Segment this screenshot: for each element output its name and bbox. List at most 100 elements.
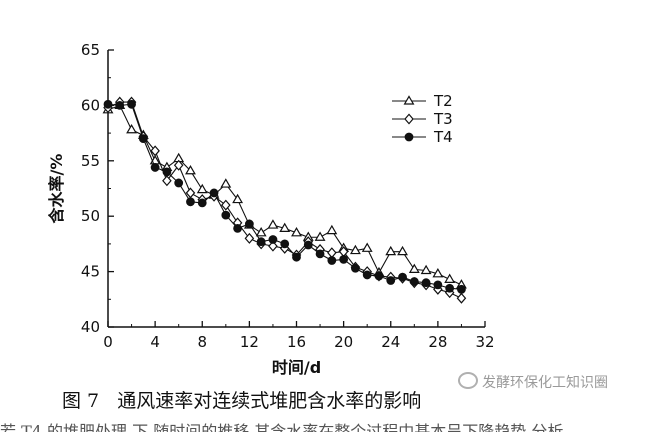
data-point-circle bbox=[445, 283, 455, 293]
data-point-circle bbox=[150, 163, 160, 172]
series-t4 bbox=[103, 99, 466, 294]
data-point-circle bbox=[127, 99, 136, 109]
data-point-triangle bbox=[408, 263, 420, 273]
data-point-diamond bbox=[221, 199, 231, 211]
x-tick-label: 32 bbox=[475, 333, 494, 351]
series-layer bbox=[102, 96, 467, 304]
x-tick-label: 28 bbox=[428, 333, 447, 351]
data-point-diamond bbox=[456, 292, 467, 304]
y-axis-title: 含水率/% bbox=[47, 154, 66, 224]
cut-off-body-text: 若 T4 的堆肥处理 下 随时间的推移 其含水率在整个过程中基本呈下降趋势 分析 bbox=[0, 422, 564, 432]
data-point-triangle bbox=[361, 242, 373, 252]
data-point-circle bbox=[362, 270, 372, 280]
data-point-diamond bbox=[404, 113, 414, 125]
y-axis-ticks: 40 45 50 55 60 65 bbox=[81, 41, 114, 336]
data-point-circle bbox=[233, 223, 242, 233]
x-tick-label: 0 bbox=[103, 333, 113, 351]
data-point-circle bbox=[197, 198, 207, 208]
data-point-triangle bbox=[397, 245, 408, 256]
legend-item-t4: T4 bbox=[392, 128, 453, 146]
data-point-circle bbox=[433, 280, 443, 290]
legend-label: T2 bbox=[433, 92, 453, 110]
data-point-circle bbox=[138, 134, 148, 144]
data-point-triangle bbox=[385, 245, 397, 256]
data-point-circle bbox=[421, 278, 431, 288]
legend-label: T3 bbox=[433, 110, 453, 128]
data-point-triangle bbox=[232, 193, 244, 204]
legend-item-t2: T2 bbox=[392, 92, 453, 110]
legend-label: T4 bbox=[433, 128, 453, 146]
x-axis-title: 时间/d bbox=[272, 358, 321, 377]
data-point-circle bbox=[103, 99, 113, 109]
data-point-circle bbox=[315, 249, 325, 259]
series-line bbox=[107, 104, 462, 286]
data-point-circle bbox=[186, 197, 195, 207]
data-point-triangle bbox=[279, 222, 291, 232]
x-tick-label: 24 bbox=[381, 333, 400, 351]
data-point-triangle bbox=[420, 264, 432, 275]
y-tick-label: 55 bbox=[81, 152, 100, 170]
legend-item-t3: T3 bbox=[392, 110, 453, 128]
data-point-diamond bbox=[162, 175, 172, 187]
data-point-circle bbox=[327, 256, 337, 265]
data-point-diamond bbox=[244, 232, 255, 244]
y-tick-label: 40 bbox=[81, 318, 100, 336]
data-point-circle bbox=[268, 235, 278, 244]
data-point-circle bbox=[115, 100, 125, 110]
data-point-circle bbox=[457, 284, 466, 294]
data-point-circle bbox=[374, 271, 384, 281]
data-point-triangle bbox=[444, 273, 456, 283]
data-point-circle bbox=[351, 263, 360, 273]
data-point-triangle bbox=[185, 164, 196, 175]
data-point-circle bbox=[256, 237, 266, 247]
data-point-circle bbox=[386, 276, 396, 285]
watermark: 发酵环保化工知识圈 bbox=[458, 372, 608, 392]
data-point-circle bbox=[404, 132, 414, 142]
data-point-circle bbox=[280, 239, 290, 249]
data-point-triangle bbox=[326, 224, 338, 235]
data-point-triangle bbox=[403, 95, 415, 105]
data-point-triangle bbox=[196, 183, 208, 194]
series-line bbox=[107, 103, 462, 290]
watermark-text: 发酵环保化工知识圈 bbox=[482, 375, 608, 391]
data-point-circle bbox=[162, 167, 172, 177]
data-point-triangle bbox=[432, 268, 444, 278]
series-t2 bbox=[102, 99, 467, 289]
x-tick-label: 8 bbox=[197, 333, 207, 351]
data-point-circle bbox=[244, 219, 254, 229]
data-point-triangle bbox=[314, 231, 326, 241]
data-point-diamond bbox=[268, 240, 278, 252]
data-point-triangle bbox=[349, 244, 361, 255]
x-tick-label: 4 bbox=[150, 333, 160, 351]
data-point-circle bbox=[209, 188, 219, 198]
x-tick-label: 12 bbox=[240, 333, 259, 351]
x-tick-label: 16 bbox=[287, 333, 306, 351]
data-point-circle bbox=[174, 178, 184, 188]
data-point-triangle bbox=[220, 178, 232, 188]
data-point-circle bbox=[221, 210, 231, 220]
figure-caption: 图 7 通风速率对连续式堆肥含水率的影响 bbox=[62, 390, 422, 412]
data-point-diamond bbox=[185, 187, 196, 199]
data-point-diamond bbox=[173, 159, 184, 171]
series-line bbox=[107, 101, 462, 299]
data-point-diamond bbox=[327, 247, 337, 259]
watermark-icon bbox=[458, 372, 478, 389]
data-point-circle bbox=[292, 252, 301, 262]
data-point-triangle bbox=[255, 227, 267, 237]
y-tick-label: 45 bbox=[81, 263, 100, 281]
y-tick-label: 50 bbox=[81, 207, 100, 225]
y-tick-label: 60 bbox=[81, 96, 100, 114]
y-tick-label: 65 bbox=[81, 41, 100, 59]
data-point-diamond bbox=[150, 145, 160, 157]
data-point-circle bbox=[398, 272, 407, 282]
data-point-triangle bbox=[291, 227, 302, 237]
data-point-circle bbox=[409, 277, 419, 286]
data-point-circle bbox=[339, 255, 349, 264]
data-point-circle bbox=[303, 240, 313, 250]
x-axis-ticks: 0 4 8 12 16 20 24 28 32 bbox=[103, 321, 495, 351]
data-point-triangle bbox=[267, 219, 279, 229]
data-point-triangle bbox=[126, 123, 138, 134]
x-tick-label: 20 bbox=[334, 333, 353, 351]
